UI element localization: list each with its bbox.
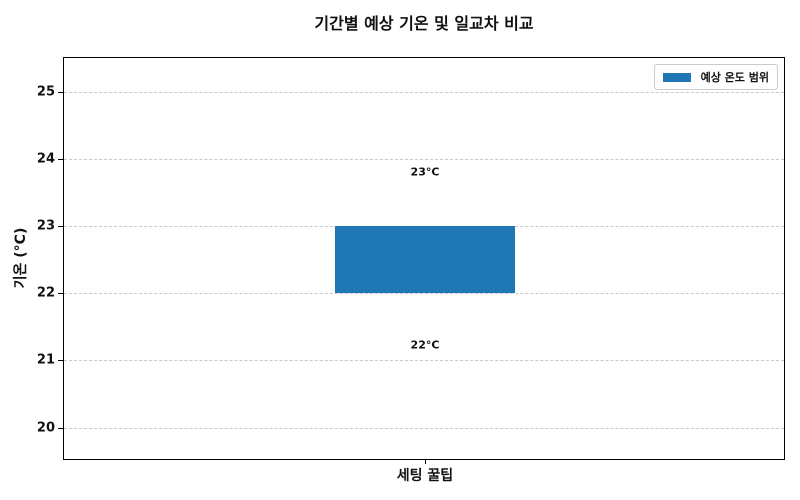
chart-title: 기간별 예상 기온 및 일교차 비교 (314, 14, 534, 33)
gridline (64, 360, 784, 361)
gridline (64, 428, 784, 429)
y-tick-label: 20 (36, 420, 55, 436)
temperature-range-bar (335, 226, 515, 293)
legend-label: 예상 온도 범위 (700, 71, 769, 84)
legend: 예상 온도 범위 (653, 64, 778, 90)
y-tick-label: 23 (36, 218, 55, 234)
y-tick (58, 293, 63, 294)
gridline (64, 159, 784, 160)
annotation-high: 23°C (410, 165, 440, 179)
y-tick-label: 25 (36, 84, 55, 100)
y-tick (58, 226, 63, 227)
y-tick (58, 428, 63, 429)
y-tick-label: 21 (36, 352, 55, 368)
y-tick (58, 360, 63, 361)
legend-swatch (662, 72, 691, 82)
gridline (64, 293, 784, 294)
gridline (64, 92, 784, 93)
y-tick-label: 22 (36, 285, 55, 301)
plot-area: 25 24 23 22 21 20 23°C 22°C 세팅 꿀팁 예상 온도 … (37, 57, 785, 484)
y-axis-label: 기온 (°C) (13, 227, 29, 289)
y-tick (58, 92, 63, 93)
y-tick-label: 24 (36, 151, 55, 167)
annotation-low: 22°C (410, 338, 440, 352)
y-tick (58, 159, 63, 160)
x-tick-label: 세팅 꿀팁 (396, 468, 454, 484)
x-tick (425, 459, 426, 464)
